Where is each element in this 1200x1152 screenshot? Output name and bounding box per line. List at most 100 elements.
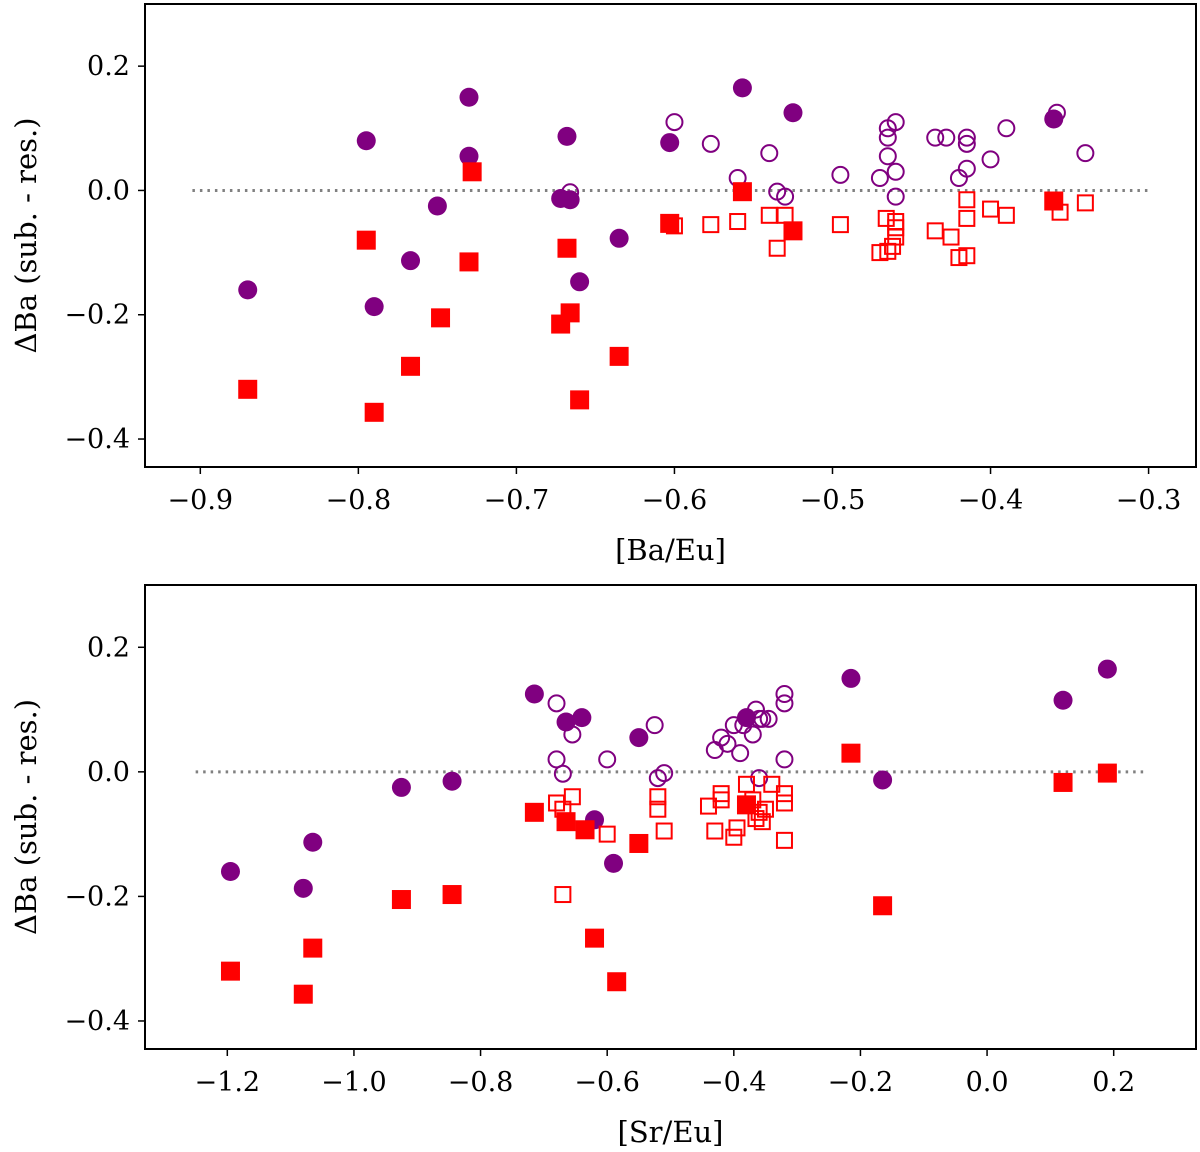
x-axis-label: [Ba/Eu] [615, 533, 726, 567]
open-circle-point [878, 128, 897, 147]
open-square-point [756, 800, 774, 818]
open-square-point [1051, 203, 1069, 221]
filled-square-point [609, 346, 629, 366]
filled-square-point [732, 182, 752, 202]
open-square-point [744, 791, 762, 809]
open-circle-point [775, 750, 794, 769]
filled-square-point [607, 972, 627, 992]
open-circle-point [665, 113, 684, 132]
filled-circle-point [1097, 659, 1117, 679]
open-circle-point [712, 728, 731, 747]
filled-square-point [220, 961, 240, 981]
filled-circle-point [1053, 690, 1073, 710]
open-circle-point [701, 134, 720, 153]
plot-area [144, 584, 1197, 1050]
open-circle-point [981, 150, 1000, 169]
filled-circle-point [303, 832, 323, 852]
open-circle-point [553, 764, 572, 783]
x-tick-label: −0.7 [484, 485, 550, 516]
open-circle-point [870, 169, 889, 188]
open-circle-point [718, 734, 737, 753]
filled-circle-point [570, 272, 590, 292]
x-tick-label: −0.4 [701, 1067, 767, 1098]
open-circle-point [760, 144, 779, 163]
open-circle-point [776, 187, 795, 206]
open-square-point [728, 819, 746, 837]
open-square-point [747, 810, 765, 828]
x-tick-label: −0.3 [1116, 485, 1182, 516]
open-circle-point [645, 716, 664, 735]
open-square-point [750, 803, 768, 821]
x-tick-label: −0.5 [800, 485, 866, 516]
open-square-point [768, 239, 786, 257]
open-circle-point [547, 694, 566, 713]
open-circle-point [746, 700, 765, 719]
filled-square-point [660, 213, 680, 233]
open-circle-point [655, 764, 674, 783]
filled-circle-point [557, 126, 577, 146]
open-circle-point [831, 165, 850, 184]
open-circle-point [775, 684, 794, 703]
x-tick-label: −1.0 [321, 1067, 387, 1098]
filled-circle-point [238, 280, 258, 300]
y-tick-label: −0.4 [64, 1006, 130, 1037]
filled-square-point [356, 230, 376, 250]
filled-circle-point [524, 684, 544, 704]
filled-circle-point [572, 708, 592, 728]
y-tick-label: 0.0 [87, 757, 130, 788]
open-square-point [649, 800, 667, 818]
x-tick-label: −0.6 [642, 485, 708, 516]
filled-square-point [431, 308, 451, 328]
filled-circle-point [609, 228, 629, 248]
filled-circle-point [783, 103, 803, 123]
filled-square-point [1044, 191, 1064, 211]
filled-square-point [238, 379, 258, 399]
open-square-point [699, 797, 717, 815]
filled-square-point [462, 162, 482, 182]
filled-square-point [629, 833, 649, 853]
y-tick-label: −0.2 [64, 881, 130, 912]
filled-circle-point [356, 131, 376, 151]
filled-circle-point [401, 251, 421, 271]
filled-circle-point [660, 133, 680, 153]
filled-circle-point [459, 87, 479, 107]
open-square-point [706, 822, 724, 840]
open-square-point [649, 788, 667, 806]
open-square-point [831, 216, 849, 234]
open-square-point [729, 213, 747, 231]
filled-square-point [391, 890, 411, 910]
open-square-point [942, 228, 960, 246]
open-circle-point [750, 769, 769, 788]
open-square-point [775, 794, 793, 812]
filled-circle-point [629, 728, 649, 748]
filled-square-point [585, 928, 605, 948]
y-axis-label: ΔBa (sub. - res.) [9, 117, 43, 353]
filled-circle-point [391, 777, 411, 797]
x-tick-label: −0.8 [448, 1067, 514, 1098]
filled-square-point [560, 303, 580, 323]
open-circle-point [648, 769, 667, 788]
filled-square-point [293, 984, 313, 1004]
x-tick-label: −1.2 [195, 1067, 261, 1098]
filled-square-point [557, 238, 577, 258]
open-circle-point [886, 113, 905, 132]
y-tick-label: −0.4 [64, 424, 130, 455]
filled-circle-point [604, 853, 624, 873]
filled-circle-point [364, 297, 384, 317]
open-circle-point [731, 744, 750, 763]
filled-square-point [1097, 763, 1117, 783]
filled-square-point [401, 356, 421, 376]
plot-area [144, 3, 1197, 468]
open-square-point [958, 247, 976, 265]
open-circle-point [886, 187, 905, 206]
open-circle-point [926, 128, 945, 147]
open-circle-point [957, 159, 976, 178]
y-tick-label: −0.2 [64, 300, 130, 331]
filled-square-point [575, 820, 595, 840]
open-square-point [598, 825, 616, 843]
open-circle-point [775, 694, 794, 713]
open-square-point [655, 822, 673, 840]
open-circle-point [724, 716, 743, 735]
open-square-point [775, 831, 793, 849]
filled-circle-point [442, 771, 462, 791]
